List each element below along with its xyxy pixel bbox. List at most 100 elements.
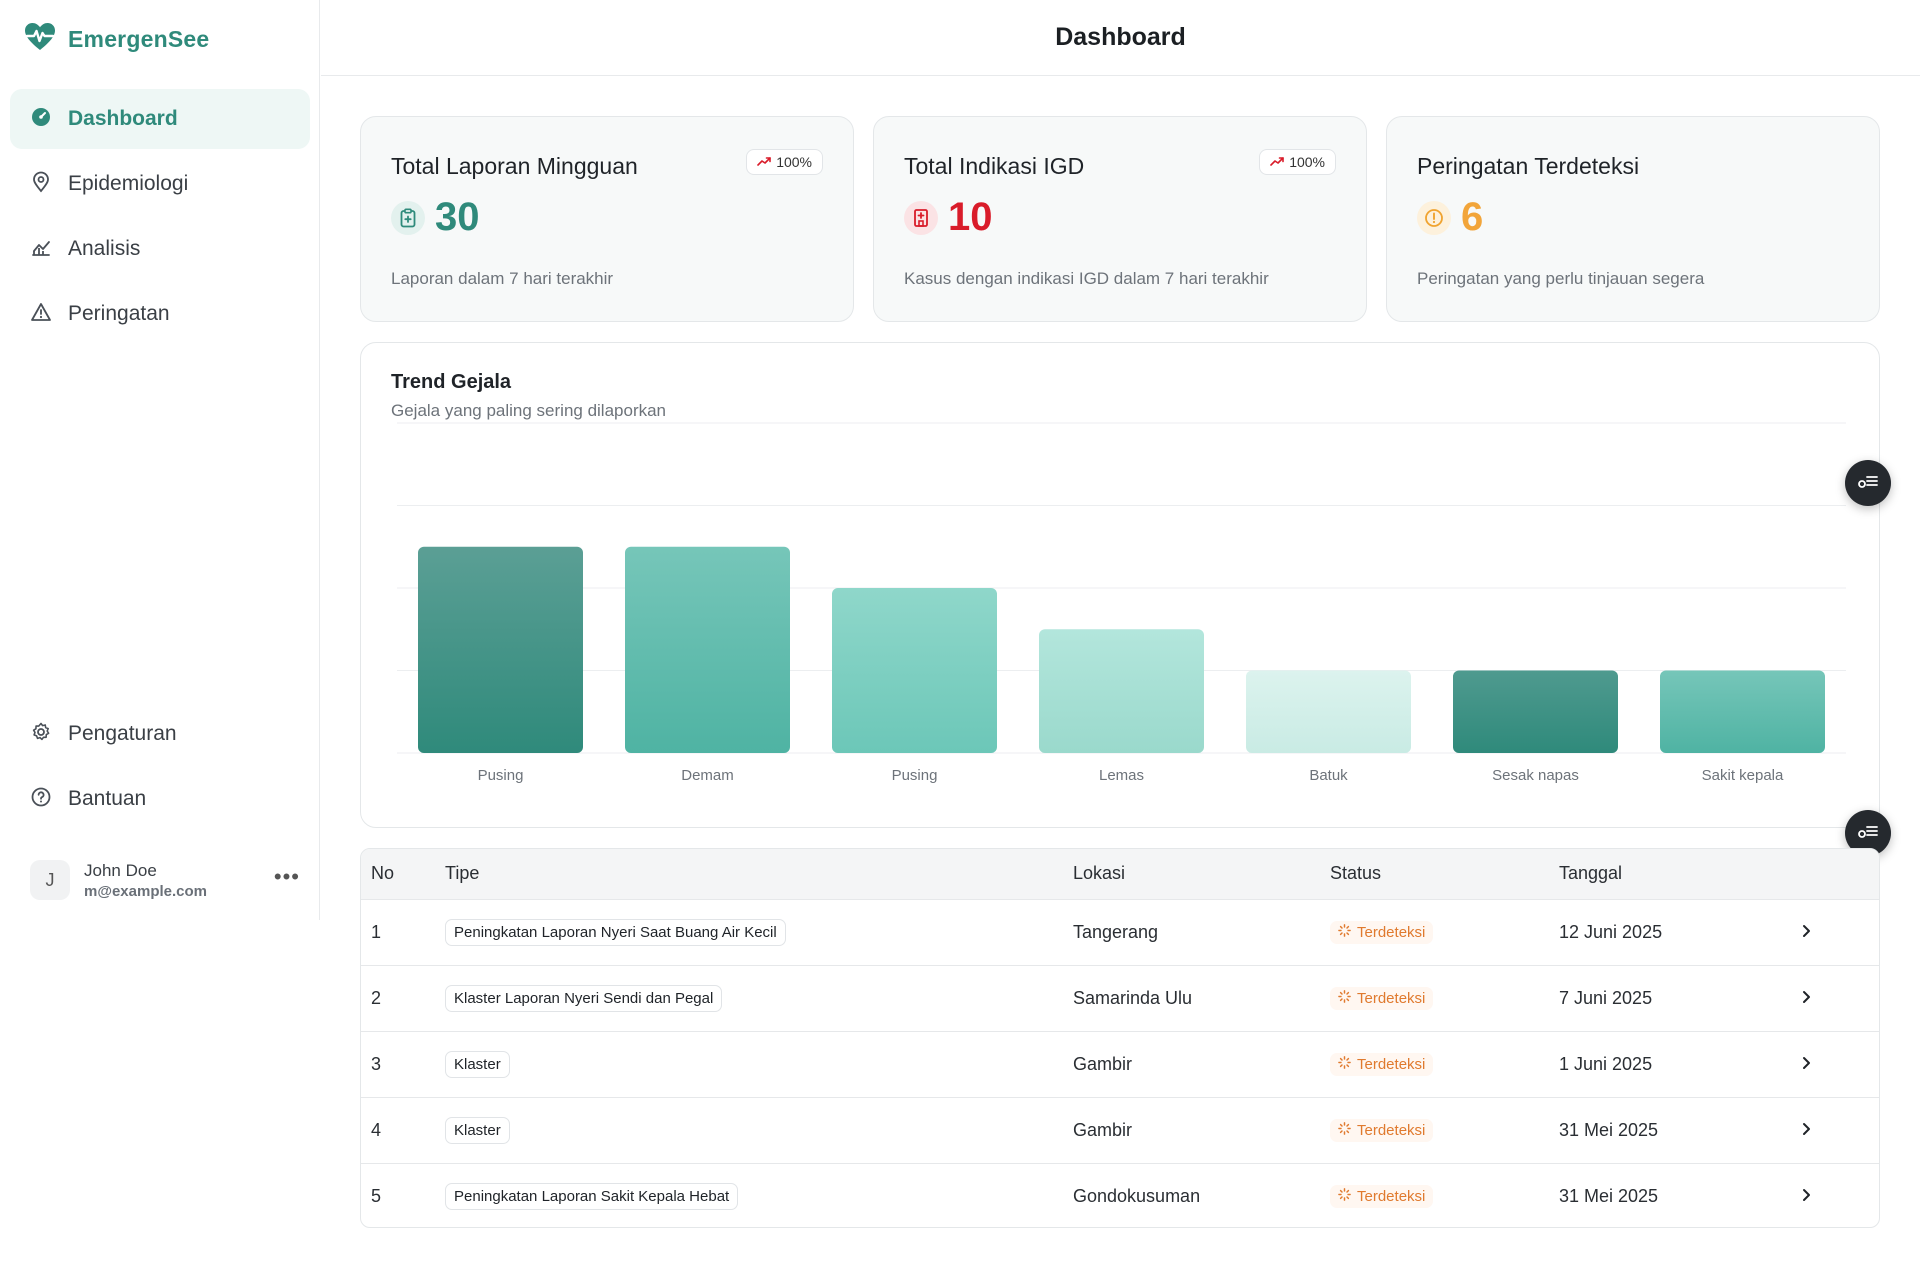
symptom-trend-chart-card: Trend Gejala Gejala yang paling sering d… — [360, 342, 1880, 828]
sidebar-item-pengaturan[interactable]: Pengaturan — [10, 704, 310, 764]
table-row[interactable]: 1 Peningkatan Laporan Nyeri Saat Buang A… — [361, 899, 1879, 965]
sidebar-item-label: Peringatan — [68, 302, 170, 325]
brand-name: EmergenSee — [68, 26, 210, 52]
stat-card-warnings: Peringatan Terdeteksi 6 Peringatan yang … — [1386, 116, 1880, 322]
row-date: 31 Mei 2025 — [1559, 1185, 1659, 1206]
bar-pusing[interactable] — [418, 546, 583, 753]
row-date: 7 Juni 2025 — [1559, 987, 1653, 1008]
trend-badge: 100% — [1259, 149, 1336, 175]
row-location: Tangerang — [1073, 921, 1159, 942]
brand[interactable]: EmergenSee — [24, 22, 209, 57]
status-label: Terdeteksi — [1357, 923, 1426, 941]
chart-subtitle: Gejala yang paling sering dilaporkan — [391, 401, 667, 420]
chevron-right-icon[interactable] — [1799, 1186, 1813, 1206]
sidebar-item-label: Dashboard — [68, 107, 178, 130]
bar-chart: Pusing Demam Pusing Lemas Batuk Sesak napas Sa… — [397, 422, 1846, 784]
top-header: Dashboard — [321, 0, 1920, 76]
page-title: Dashboard — [1055, 23, 1186, 51]
sidebar-item-epidemiologi[interactable]: Epidemiologi — [10, 154, 310, 214]
sidebar-item-label: Bantuan — [68, 787, 147, 810]
x-tick-label: Pusing — [478, 767, 524, 784]
status-badge: Terdeteksi — [1330, 986, 1434, 1010]
row-number: 3 — [371, 1053, 382, 1074]
type-chip: Klaster Laporan Nyeri Sendi dan Pegal — [445, 984, 723, 1012]
chart-icon — [30, 236, 52, 263]
status-label: Terdeteksi — [1357, 989, 1426, 1007]
sidebar-item-label: Epidemiologi — [68, 172, 189, 195]
user-name: John Doe — [84, 860, 157, 880]
stat-card-er-indications: Total Indikasi IGD 100% 10 Kasus dengan … — [873, 116, 1367, 322]
table-row[interactable]: 4 Klaster Gambir Terdeteksi 31 Mei 2025 — [361, 1097, 1879, 1163]
sidebar-item-bantuan[interactable]: Bantuan — [10, 769, 310, 829]
column-header-action — [1799, 849, 1879, 899]
stat-card-title: Total Indikasi IGD — [904, 153, 1085, 179]
bar-sakit-kepala[interactable] — [1660, 670, 1825, 754]
sidebar-item-peringatan[interactable]: Peringatan — [10, 284, 310, 344]
table-row[interactable]: 5 Peningkatan Laporan Sakit Kepala Hebat… — [361, 1163, 1879, 1227]
sidebar: EmergenSee Dashboard Epidemiologi Analis… — [0, 0, 320, 920]
help-icon — [30, 786, 52, 813]
status-label: Terdeteksi — [1357, 1121, 1426, 1139]
status-badge: Terdeteksi — [1330, 920, 1434, 944]
stat-card-value: 6 — [1461, 195, 1484, 239]
heartbeat-logo-icon — [24, 22, 56, 57]
filter-list-icon — [1857, 472, 1879, 495]
table-row[interactable]: 3 Klaster Gambir Terdeteksi 1 Juni 2025 — [361, 1031, 1879, 1097]
row-date: 31 Mei 2025 — [1559, 1119, 1659, 1140]
alerts-table: No Tipe Lokasi Status Tanggal 1 Peningka… — [360, 848, 1880, 1228]
stat-card-value: 30 — [435, 195, 480, 239]
user-profile[interactable]: J John Doe m@example.com ••• — [30, 856, 300, 904]
stat-card-value: 10 — [948, 195, 993, 239]
stat-card-subtitle: Laporan dalam 7 hari terakhir — [391, 269, 614, 288]
row-number: 5 — [371, 1185, 382, 1206]
type-chip: Klaster — [445, 1050, 510, 1078]
bar-lemas[interactable] — [1039, 629, 1204, 753]
map-pin-icon — [30, 171, 52, 198]
stat-card-subtitle: Peringatan yang perlu tinjauan segera — [1417, 269, 1705, 288]
dashboard-icon — [30, 106, 52, 133]
row-location: Gambir — [1073, 1053, 1133, 1074]
chevron-right-icon[interactable] — [1799, 922, 1813, 942]
type-chip: Klaster — [445, 1116, 510, 1144]
loader-icon — [1338, 1121, 1351, 1139]
type-chip: Peningkatan Laporan Nyeri Saat Buang Air… — [445, 918, 786, 946]
filter-list-icon — [1857, 822, 1879, 845]
sidebar-item-analisis[interactable]: Analisis — [10, 219, 310, 279]
column-header-location: Lokasi — [1073, 863, 1126, 884]
table-row[interactable]: 2 Klaster Laporan Nyeri Sendi dan Pegal … — [361, 965, 1879, 1031]
chevron-right-icon[interactable] — [1799, 1054, 1813, 1074]
bar-demam[interactable] — [625, 546, 790, 753]
column-header-no: No — [371, 863, 395, 884]
bar-sesak-napas[interactable] — [1453, 670, 1618, 754]
stat-card-weekly-reports: Total Laporan Mingguan 100% 30 Laporan d… — [360, 116, 854, 322]
trend-up-icon — [757, 154, 771, 170]
status-badge: Terdeteksi — [1330, 1184, 1434, 1208]
bar-batuk[interactable] — [1246, 670, 1411, 754]
trend-value: 100% — [776, 154, 812, 170]
sidebar-item-label: Pengaturan — [68, 722, 177, 745]
floating-menu-button[interactable] — [1845, 460, 1891, 506]
chevron-right-icon[interactable] — [1799, 988, 1813, 1008]
loader-icon — [1338, 989, 1351, 1007]
trend-badge: 100% — [746, 149, 823, 175]
bar-pusing[interactable] — [832, 588, 997, 753]
row-date: 1 Juni 2025 — [1559, 1053, 1653, 1074]
loader-icon — [1338, 1187, 1351, 1205]
user-email: m@example.com — [84, 882, 208, 900]
stat-card-title: Peringatan Terdeteksi — [1417, 153, 1640, 179]
alert-circle-icon — [1417, 200, 1451, 235]
type-chip: Peningkatan Laporan Sakit Kepala Hebat — [445, 1182, 739, 1210]
chevron-right-icon[interactable] — [1799, 1120, 1813, 1140]
column-header-type: Tipe — [445, 863, 480, 884]
trend-value: 100% — [1289, 154, 1325, 170]
x-tick-label: Lemas — [1099, 767, 1144, 784]
sidebar-bottom-nav: Pengaturan Bantuan — [10, 704, 310, 834]
loader-icon — [1338, 923, 1351, 941]
sidebar-item-dashboard[interactable]: Dashboard — [10, 89, 310, 149]
x-tick-label: Demam — [681, 767, 734, 784]
more-options-icon[interactable]: ••• — [273, 864, 300, 889]
row-location: Samarinda Ulu — [1073, 987, 1193, 1008]
x-tick-label: Sakit kepala — [1702, 767, 1784, 784]
row-number: 1 — [371, 921, 382, 942]
x-tick-label: Sesak napas — [1492, 767, 1579, 784]
